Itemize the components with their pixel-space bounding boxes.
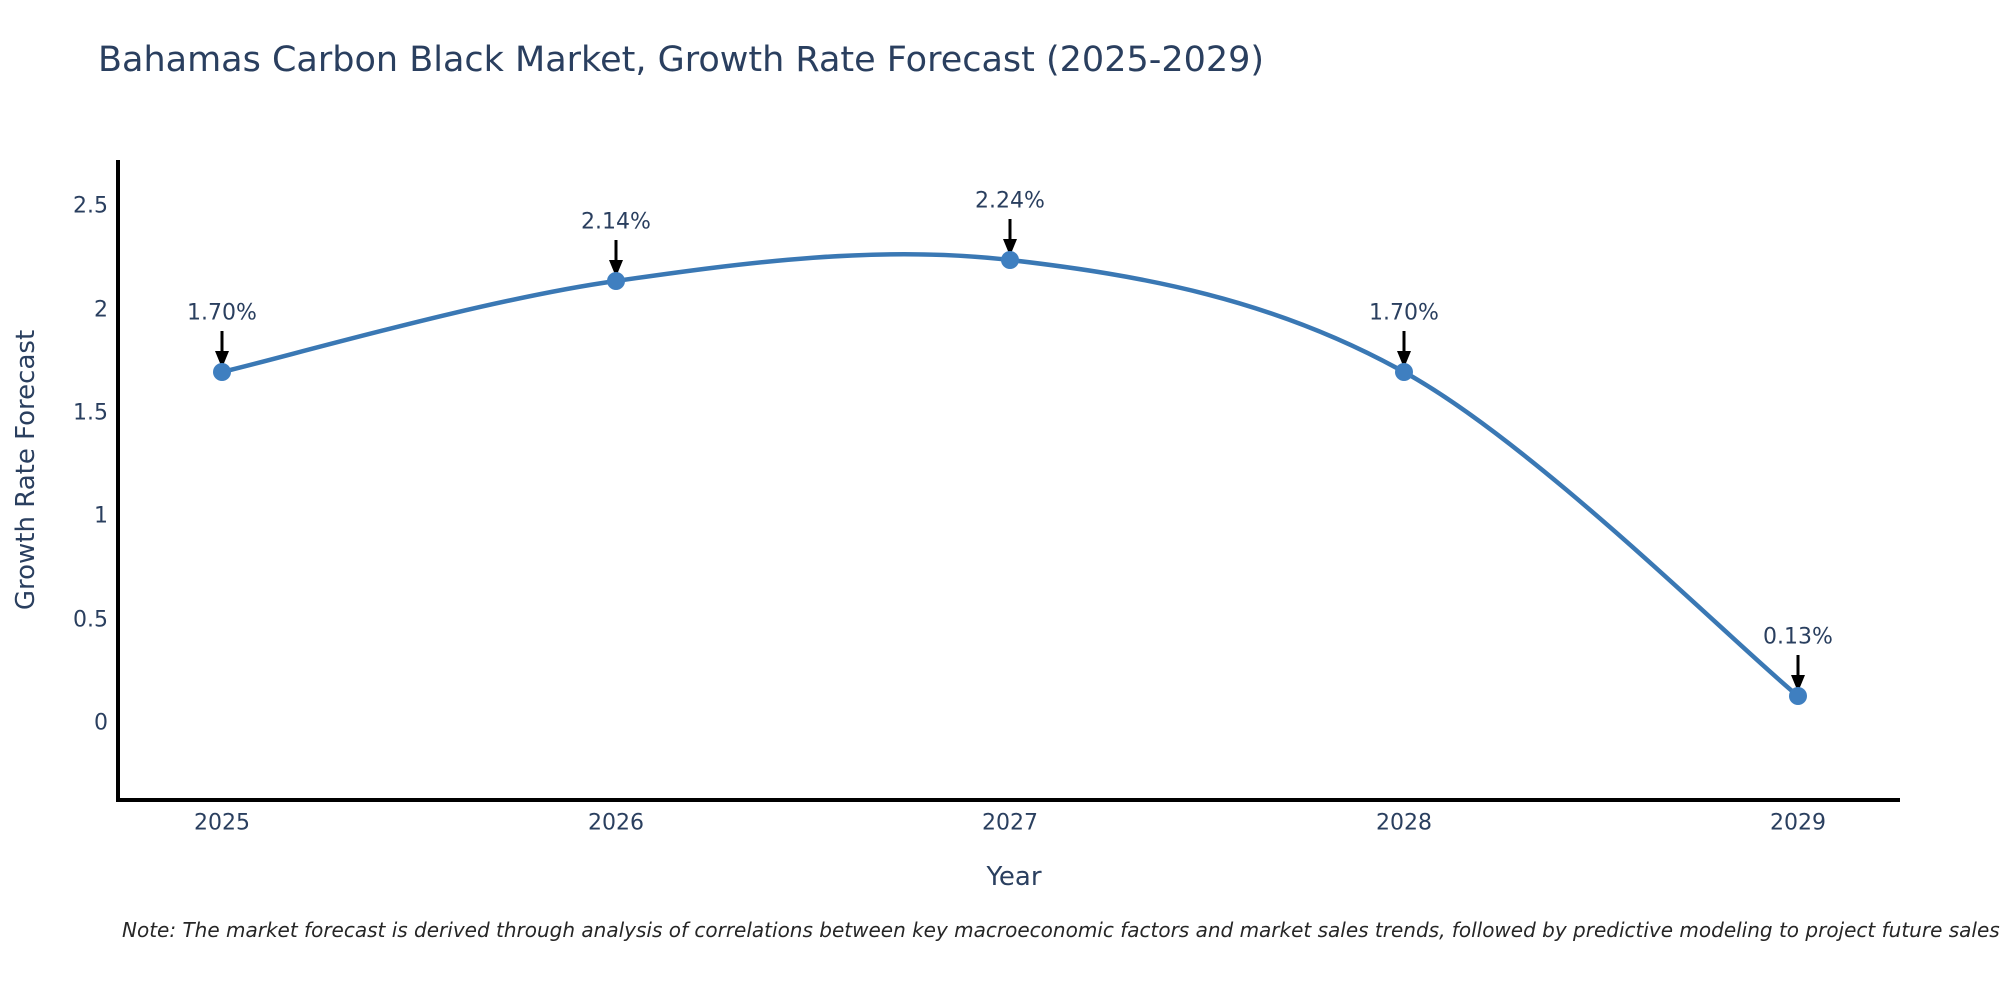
- point-label-2027: 2.24%: [975, 188, 1045, 214]
- point-label-2028: 1.70%: [1369, 300, 1439, 326]
- y-tick-label: 1.5: [73, 400, 108, 426]
- point-label-2026: 2.14%: [581, 209, 651, 235]
- y-tick-label: 1: [94, 503, 108, 529]
- data-point-2027[interactable]: [1001, 251, 1019, 269]
- trend-line: [219, 251, 1801, 699]
- axis-spines: [116, 160, 1900, 802]
- data-point-2025[interactable]: [213, 363, 231, 381]
- y-axis-title: Growth Rate Forecast: [11, 329, 41, 611]
- arrow-2028: [1397, 331, 1411, 368]
- y-tick-label: 0.5: [73, 607, 108, 633]
- y-tick-label: 2.5: [73, 193, 108, 219]
- x-tick-label: 2027: [982, 810, 1038, 836]
- x-tick-label: 2026: [588, 810, 644, 836]
- arrow-2027: [1003, 219, 1017, 256]
- annotation-arrows: [215, 219, 1805, 692]
- x-tick-label: 2025: [194, 810, 250, 836]
- arrow-2026: [609, 240, 623, 277]
- chart-title: Bahamas Carbon Black Market, Growth Rate…: [98, 40, 1265, 80]
- point-label-2025: 1.70%: [187, 300, 257, 326]
- y-tick-label: 0: [94, 710, 108, 736]
- x-axis-title: Year: [986, 862, 1042, 892]
- point-label-2029: 0.13%: [1763, 624, 1833, 650]
- data-markers: [213, 251, 1807, 705]
- y-tick-label: 2: [94, 297, 108, 323]
- footnote: Note: The market forecast is derived thr…: [122, 918, 2000, 942]
- x-tick-label: 2028: [1376, 810, 1432, 836]
- x-tick-label: 2029: [1770, 810, 1826, 836]
- arrow-2029: [1791, 655, 1805, 692]
- arrow-2025: [215, 331, 229, 368]
- data-point-2028[interactable]: [1395, 363, 1413, 381]
- data-point-2029[interactable]: [1789, 687, 1807, 705]
- data-point-2026[interactable]: [607, 272, 625, 290]
